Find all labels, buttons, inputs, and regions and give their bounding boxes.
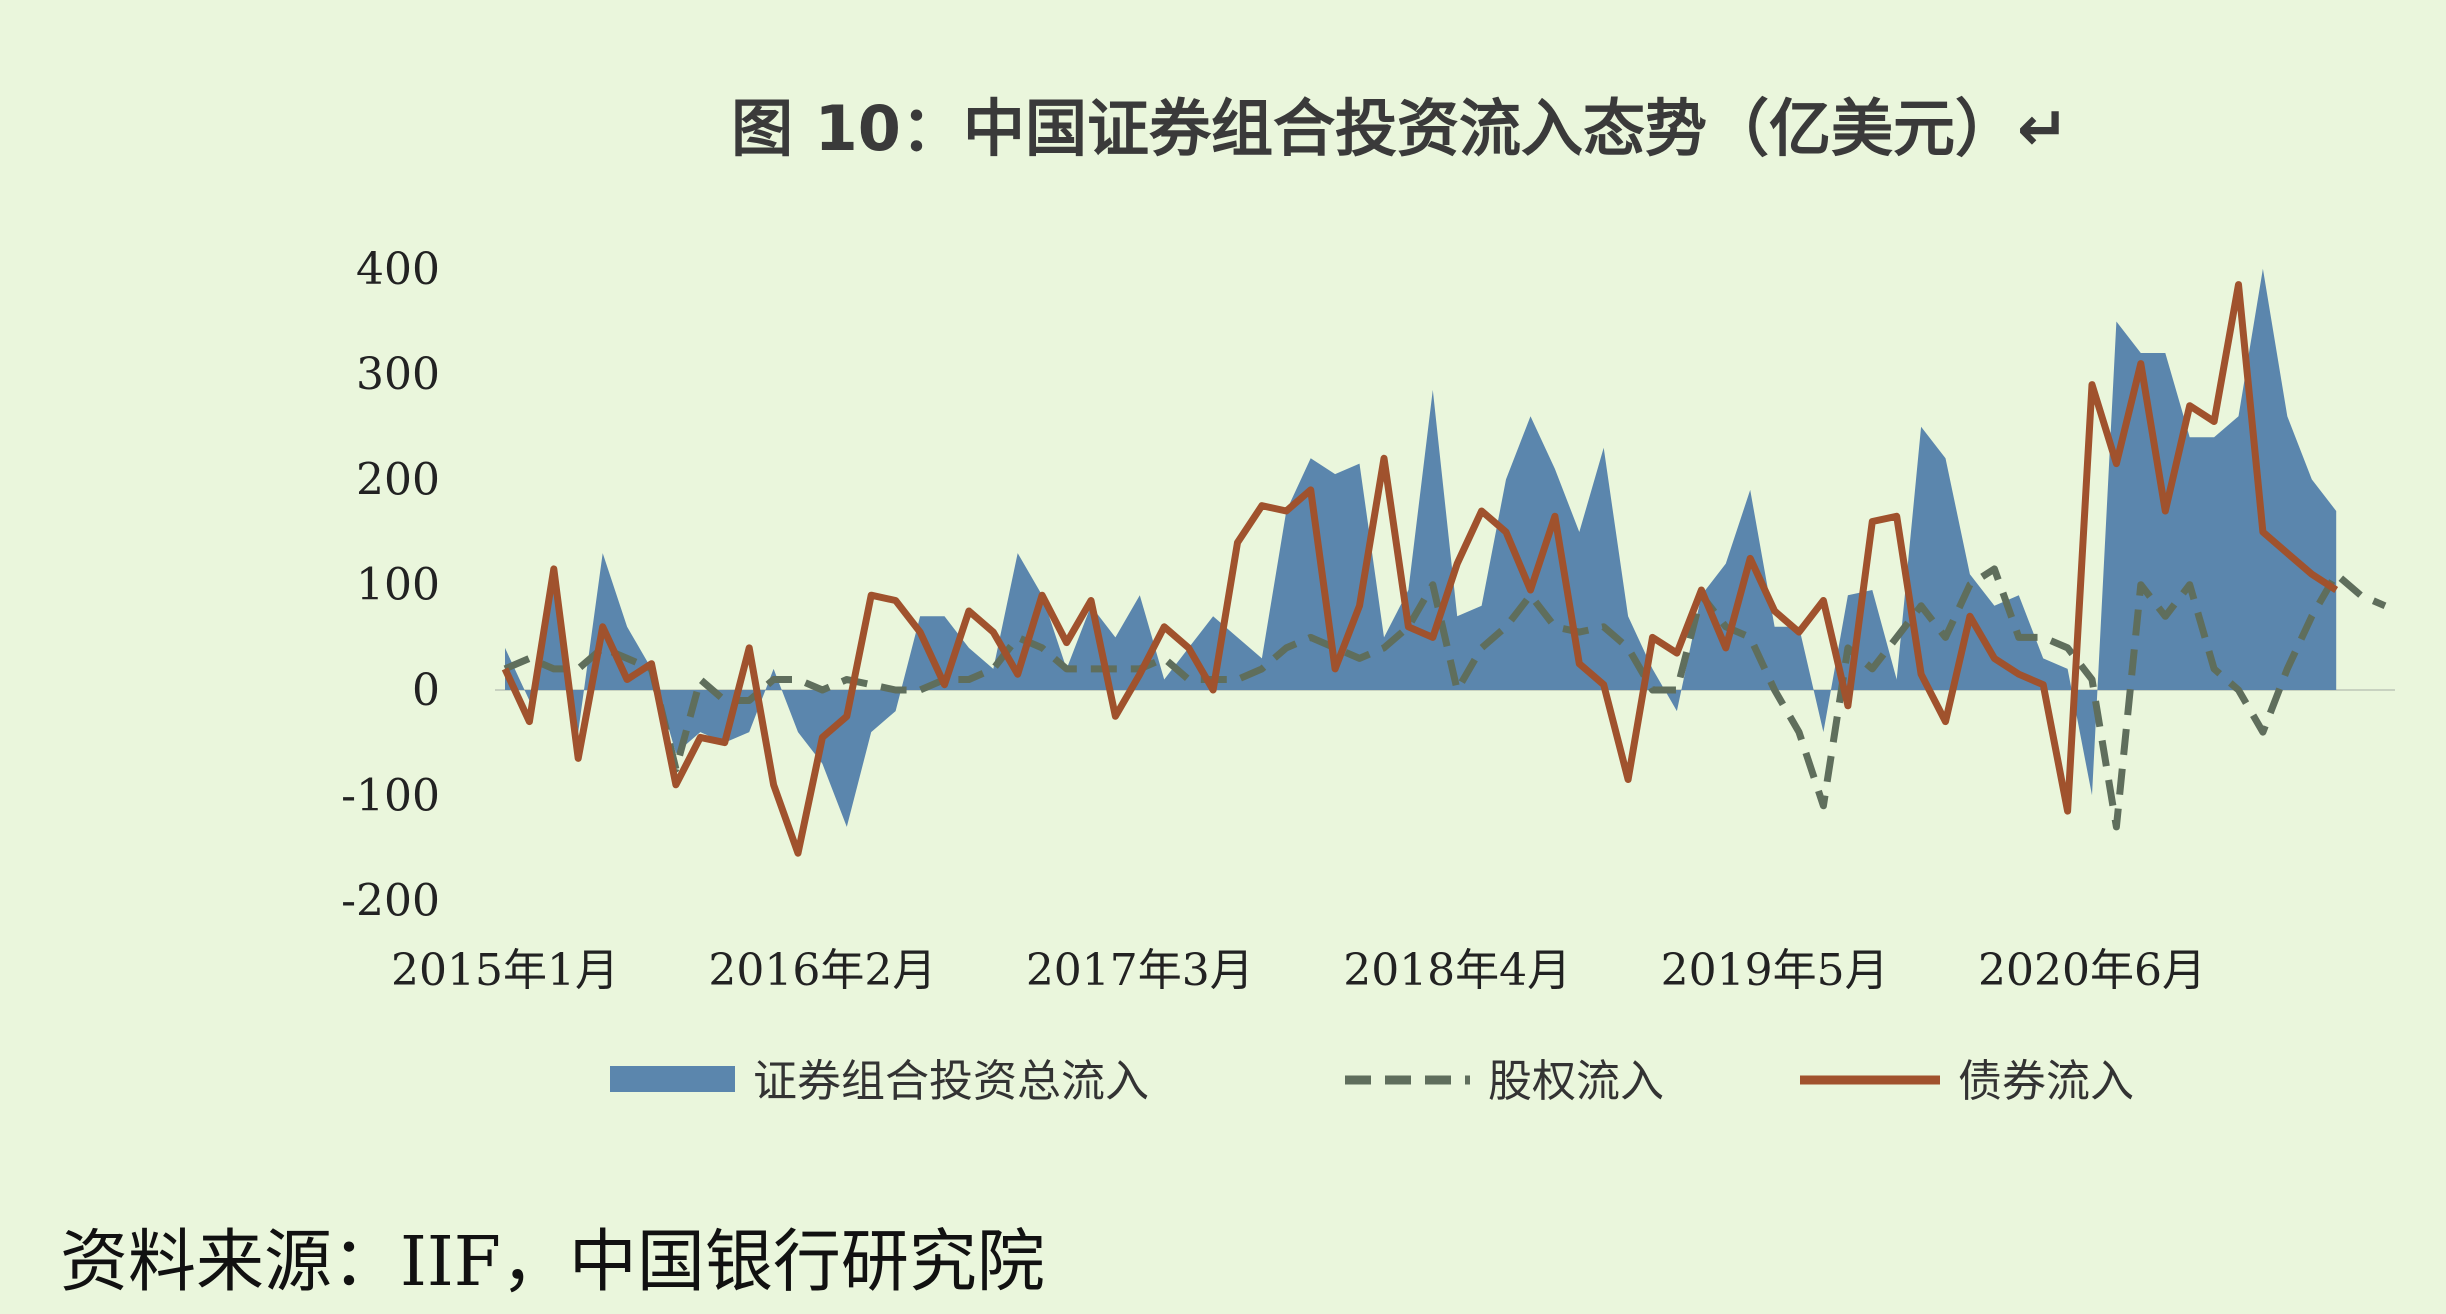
y-tick-label: -200	[341, 876, 440, 927]
x-tick-label: 2017年3月	[1026, 945, 1254, 996]
series-line-equity	[503, 565, 2387, 831]
x-tick-label: 2016年2月	[708, 945, 936, 996]
area-series	[505, 268, 2337, 827]
source-note: 资料来源：IIF，中国银行研究院	[60, 1223, 1045, 1302]
chart-title: 图 10：中国证券组合投资流入态势（亿美元）↵	[731, 92, 2069, 165]
series-line-bond	[501, 281, 2339, 857]
y-tick-label: 200	[356, 454, 440, 505]
y-tick-label: 400	[356, 244, 440, 295]
series-area-total-inflow	[505, 268, 2337, 827]
line-series	[501, 281, 2387, 857]
y-tick-label: 0	[412, 665, 440, 716]
legend-label: 证券组合投资总流入	[753, 1056, 1149, 1107]
legend-label: 债券流入	[1958, 1056, 2134, 1107]
x-tick-label: 2020年6月	[1978, 945, 2206, 996]
y-axis-labels: 400 300 200 100 0 -100 -200	[341, 244, 440, 927]
x-tick-label: 2019年5月	[1661, 945, 1889, 996]
x-axis-labels: 2015年1月 2016年2月 2017年3月 2018年4月 2019年5月 2020年…	[391, 945, 2206, 996]
legend-swatch-total-inflow	[610, 1066, 735, 1092]
x-tick-label: 2018年4月	[1343, 945, 1571, 996]
legend: 证券组合投资总流入 股权流入 债券流入	[610, 1056, 2134, 1107]
legend-label: 股权流入	[1488, 1056, 1664, 1107]
x-tick-label: 2015年1月	[391, 945, 619, 996]
y-tick-label: 300	[356, 349, 440, 400]
y-tick-label: -100	[341, 770, 440, 821]
y-tick-label: 100	[356, 560, 440, 611]
